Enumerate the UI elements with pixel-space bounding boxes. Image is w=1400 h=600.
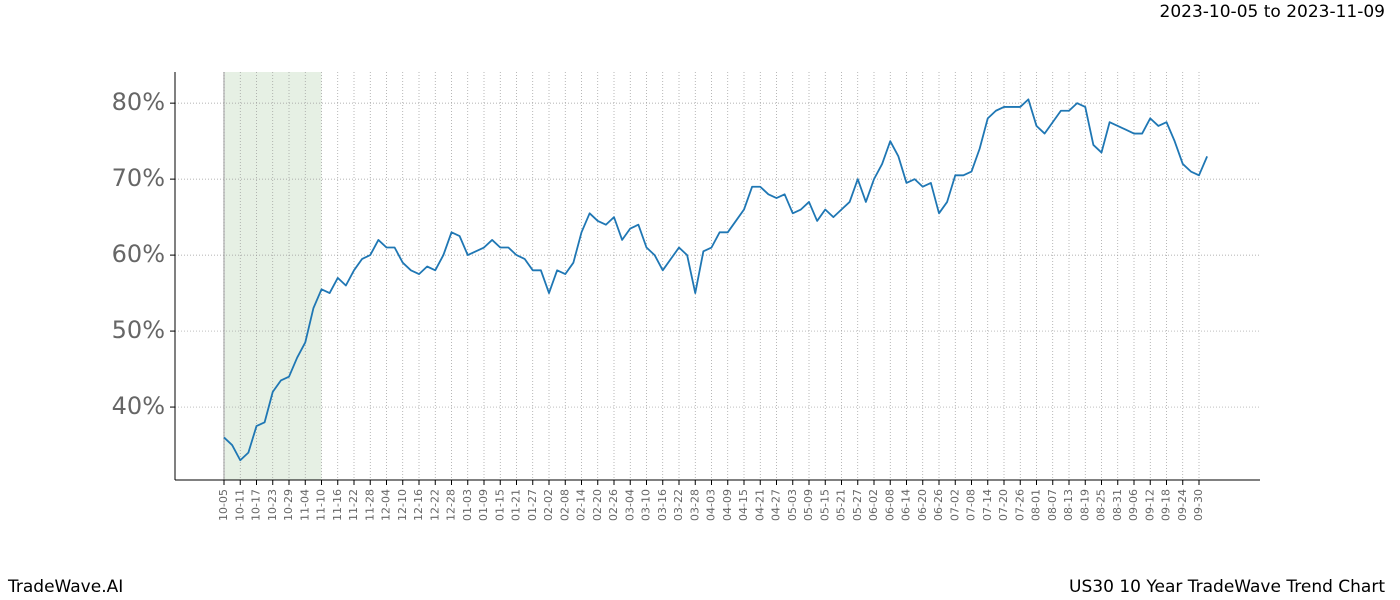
x-tick-label: 09-06	[1127, 489, 1140, 521]
x-tick-label: 01-27	[526, 489, 539, 521]
x-tick-label: 12-04	[380, 489, 393, 521]
chart-title: US30 10 Year TradeWave Trend Chart	[1069, 577, 1385, 597]
x-tick-label: 08-19	[1078, 489, 1091, 521]
x-tick-label: 02-02	[542, 489, 555, 521]
x-tick-label: 01-03	[461, 489, 474, 521]
x-tick-label: 07-20	[997, 489, 1010, 521]
x-tick-label: 10-05	[217, 489, 230, 521]
x-tick-label: 03-04	[623, 489, 636, 521]
x-tick-label: 07-26	[1013, 489, 1026, 521]
x-tick-label: 08-25	[1095, 489, 1108, 521]
x-tick-label: 05-03	[786, 489, 799, 521]
x-tick-label: 06-14	[900, 489, 913, 521]
x-tick-label: 10-17	[250, 489, 263, 521]
x-tick-label: 03-10	[640, 489, 653, 521]
x-tick-label: 03-16	[656, 489, 669, 521]
x-tick-label: 09-24	[1176, 489, 1189, 521]
x-tick-label: 01-09	[477, 489, 490, 521]
x-tick-label: 08-31	[1111, 489, 1124, 521]
x-tick-label: 03-22	[672, 489, 685, 521]
x-tick-label: 11-16	[331, 489, 344, 521]
x-tick-label: 09-30	[1192, 489, 1205, 521]
y-tick-label: 70%	[112, 164, 165, 192]
x-tick-label: 08-13	[1062, 489, 1075, 521]
x-tick-label: 09-12	[1143, 489, 1156, 521]
x-tick-label: 07-14	[981, 489, 994, 521]
x-tick-label: 11-04	[298, 489, 311, 521]
y-tick-label: 50%	[112, 316, 165, 344]
x-tick-label: 04-27	[770, 489, 783, 521]
x-tick-label: 06-20	[916, 489, 929, 521]
x-tick-label: 06-08	[883, 489, 896, 521]
x-tick-label: 11-10	[315, 489, 328, 521]
x-tick-label: 12-28	[445, 489, 458, 521]
x-tick-label: 11-28	[363, 489, 376, 521]
x-tick-label: 02-20	[591, 489, 604, 521]
x-tick-label: 07-02	[948, 489, 961, 521]
x-tick-label: 11-22	[347, 489, 360, 521]
x-tick-label: 09-18	[1160, 489, 1173, 521]
x-tick-label: 04-21	[753, 489, 766, 521]
x-tick-label: 03-28	[688, 489, 701, 521]
x-tick-label: 07-08	[965, 489, 978, 521]
y-tick-label: 40%	[112, 392, 165, 420]
x-tick-label: 10-29	[282, 489, 295, 521]
y-tick-label: 60%	[112, 240, 165, 268]
x-tick-label: 02-26	[607, 489, 620, 521]
x-tick-label: 12-22	[428, 489, 441, 521]
x-tick-label: 12-10	[396, 489, 409, 521]
x-tick-label: 02-08	[558, 489, 571, 521]
x-tick-label: 05-21	[835, 489, 848, 521]
x-tick-label: 05-15	[818, 489, 831, 521]
x-tick-label: 10-11	[233, 489, 246, 521]
y-tick-label: 80%	[112, 88, 165, 116]
x-tick-label: 08-01	[1030, 489, 1043, 521]
x-tick-label: 04-03	[705, 489, 718, 521]
x-tick-label: 06-26	[932, 489, 945, 521]
x-tick-label: 04-09	[721, 489, 734, 521]
trend-line	[223, 98, 1208, 462]
x-tick-label: 10-23	[266, 489, 279, 521]
x-tick-label: 08-07	[1046, 489, 1059, 521]
date-range: 2023-10-05 to 2023-11-09	[1160, 2, 1385, 22]
x-tick-label: 01-15	[493, 489, 506, 521]
brand: TradeWave.AI	[7, 577, 123, 597]
x-tick-label: 04-15	[737, 489, 750, 521]
x-tick-label: 06-02	[867, 489, 880, 521]
x-tick-label: 05-27	[851, 489, 864, 521]
x-tick-label: 01-21	[510, 489, 523, 521]
x-tick-label: 05-09	[802, 489, 815, 521]
x-tick-label: 02-14	[575, 489, 588, 521]
x-tick-label: 12-16	[412, 489, 425, 521]
